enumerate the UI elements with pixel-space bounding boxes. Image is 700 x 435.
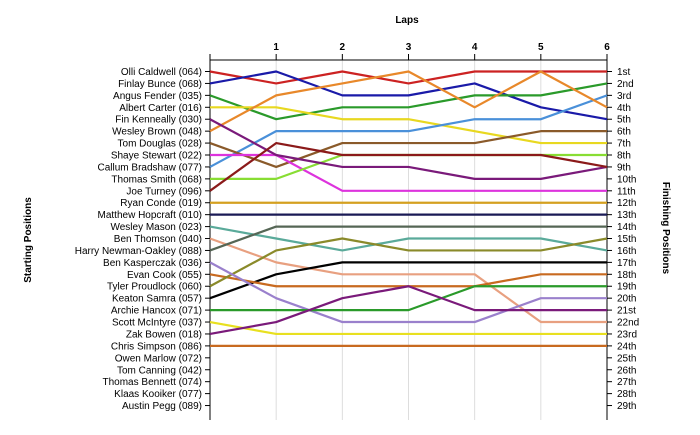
starting-position-label: Owen Marlow (072) — [115, 353, 202, 364]
series-line-10 — [209, 118, 608, 180]
series-line-6 — [209, 70, 608, 133]
finishing-position-label: 26th — [617, 365, 636, 376]
finishing-position-label: 27th — [617, 377, 636, 388]
finishing-position-label: 29th — [617, 401, 636, 412]
finishing-position-label: 19th — [617, 282, 636, 293]
finishing-position-label: 22nd — [617, 318, 639, 329]
starting-position-label: Wesley Brown (048) — [112, 127, 202, 138]
series-line-20 — [209, 261, 607, 324]
starting-position-label: Tom Canning (042) — [117, 365, 202, 376]
finishing-position-label: 9th — [617, 162, 631, 173]
series-line-7 — [209, 130, 607, 169]
starting-position-label: Thomas Smith (068) — [111, 174, 202, 185]
finishing-position-label: 23rd — [617, 329, 637, 340]
series-line-5 — [209, 94, 608, 168]
series-line-17 — [209, 261, 607, 300]
finishing-position-label: 17th — [617, 258, 636, 269]
finishing-position-label: 3rd — [617, 91, 631, 102]
series-line-14 — [209, 225, 608, 252]
starting-position-label: Ben Thomson (040) — [114, 234, 202, 245]
finishing-position-label: 11th — [617, 186, 636, 197]
series-line-2 — [209, 70, 608, 121]
starting-position-label: Ryan Conde (019) — [120, 198, 202, 209]
series-line-3 — [209, 82, 608, 121]
finishing-position-label: 18th — [617, 270, 636, 281]
finishing-position-label: 16th — [617, 246, 636, 257]
series-line-16 — [209, 225, 607, 252]
finishing-position-label: 2nd — [617, 79, 634, 90]
starting-position-label: Olli Caldwell (064) — [121, 67, 202, 78]
starting-position-label: Shaye Stewart (022) — [111, 151, 202, 162]
finishing-position-label: 10th — [617, 174, 636, 185]
lap-tick-label: 3 — [406, 42, 412, 53]
finishing-position-label: 5th — [617, 115, 631, 126]
finishing-position-label: 1st — [617, 67, 631, 78]
lap-tick-label: 5 — [538, 42, 544, 53]
starting-position-label: Zak Bowen (018) — [126, 329, 202, 340]
series-line-19 — [209, 237, 608, 288]
finishing-position-label: 8th — [617, 151, 631, 162]
starting-position-label: Evan Cook (055) — [127, 270, 202, 281]
starting-position-label: Callum Bradshaw (077) — [98, 162, 203, 173]
chart-xlabel: Laps — [395, 15, 419, 26]
starting-position-label: Angus Fender (035) — [113, 91, 202, 102]
starting-position-label: Klaas Kooiker (077) — [114, 389, 202, 400]
series-line-21 — [210, 285, 607, 312]
lap-tick-label: 2 — [340, 42, 346, 53]
starting-position-label: Finlay Bunce (068) — [118, 79, 202, 90]
finishing-position-label: 14th — [617, 222, 636, 233]
finishing-position-label: 12th — [617, 198, 636, 209]
finishing-position-label: 25th — [617, 353, 636, 364]
starting-position-label: Harry Newman-Oakley (088) — [75, 246, 202, 257]
starting-position-label: Archie Hancox (071) — [111, 306, 202, 317]
starting-position-label: Ben Kasperczak (036) — [103, 258, 202, 269]
starting-position-label: Austin Pegg (089) — [122, 401, 202, 412]
finishing-position-label: 15th — [617, 234, 636, 245]
starting-position-label: Fin Kenneally (030) — [115, 115, 202, 126]
finishing-position-label: 24th — [617, 341, 636, 352]
series-line-15 — [209, 237, 607, 324]
starting-position-label: Matthew Hopcraft (010) — [98, 210, 203, 221]
chart-y2label: Finishing Positions — [660, 182, 671, 275]
starting-position-label: Thomas Bennett (074) — [103, 377, 203, 388]
finishing-position-label: 21st — [617, 306, 636, 317]
finishing-position-label: 13th — [617, 210, 636, 221]
axes — [205, 54, 612, 420]
series-line-11 — [209, 141, 608, 192]
starting-position-label: Tom Douglas (028) — [118, 139, 202, 150]
starting-position-label: Albert Carter (016) — [119, 103, 202, 114]
finishing-position-label: 4th — [617, 103, 631, 114]
starting-position-label: Wesley Mason (023) — [110, 222, 202, 233]
starting-position-label: Scott McIntyre (037) — [112, 318, 202, 329]
finishing-position-label: 7th — [617, 139, 631, 150]
labels: 1 2 3 4 5 6 Olli Caldwell (064)Finlay Bunce (0… — [75, 42, 640, 412]
lap-tick-label: 6 — [604, 42, 610, 53]
lap-tick-label: 4 — [472, 42, 478, 53]
starting-position-label: Tyler Proudlock (060) — [107, 282, 202, 293]
series-line-22 — [209, 320, 607, 336]
starting-position-label: Joe Turney (096) — [126, 186, 202, 197]
chart-ylabel: Starting Positions — [23, 197, 34, 283]
series-lines — [209, 70, 608, 347]
lap-tick-label: 1 — [273, 42, 279, 53]
starting-position-label: Chris Simpson (086) — [111, 341, 202, 352]
finishing-position-label: 20th — [617, 294, 636, 305]
finishing-position-label: 28th — [617, 389, 636, 400]
series-line-23 — [209, 285, 607, 336]
series-line-4 — [210, 106, 607, 145]
starting-position-label: Keaton Samra (057) — [112, 294, 202, 305]
finishing-position-label: 6th — [617, 127, 631, 138]
